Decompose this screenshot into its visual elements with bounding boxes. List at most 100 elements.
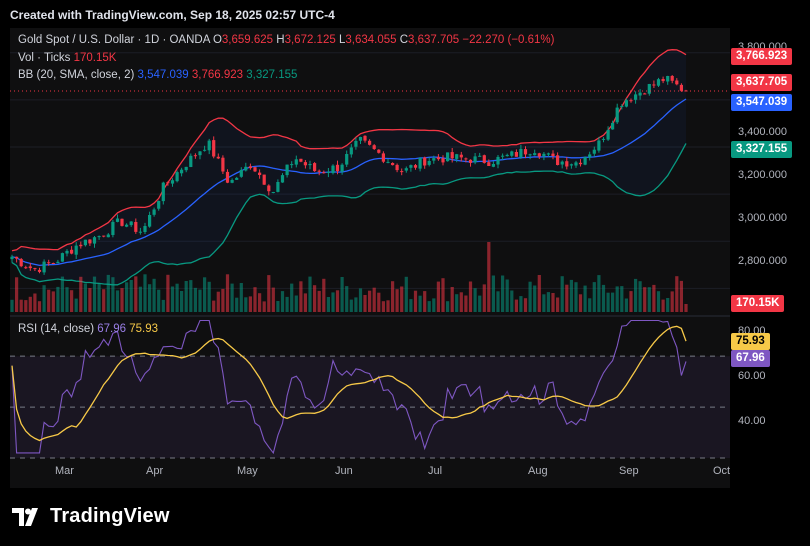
price-tick-2800: 2,800.000 [738, 255, 787, 267]
candle-body [542, 153, 546, 157]
candle-body [634, 94, 638, 100]
basis-tag: 3,547.039 [731, 94, 793, 111]
candle-body [253, 167, 257, 172]
volume-bar [326, 297, 330, 312]
bb-basis-value: 3,547.039 [137, 69, 189, 81]
volume-value: 170.15K [73, 52, 117, 64]
candle-body [51, 263, 55, 264]
candle-body [235, 177, 239, 180]
time-tick-apr: Apr [146, 465, 164, 477]
volume-bar [638, 281, 642, 312]
candle-body [386, 161, 390, 163]
volume-bar [601, 284, 606, 312]
volume-bar [125, 282, 129, 312]
volume-bar [111, 277, 115, 312]
candle-body [88, 239, 92, 244]
upper-band-tag: 3,766.923 [731, 48, 793, 65]
candle-body [166, 182, 170, 184]
candle-body [496, 156, 500, 165]
candle-body [212, 140, 216, 157]
volume-label[interactable]: Vol · Ticks [18, 52, 71, 64]
candle-body [611, 122, 615, 130]
volume-bar [166, 274, 170, 312]
candle-body [473, 156, 477, 163]
bb-label[interactable]: BB (20, SMA, close, 2) [18, 69, 135, 81]
candle-body [230, 180, 234, 183]
candle-body [120, 218, 124, 226]
volume-bar [423, 291, 427, 312]
volume-bar [10, 299, 14, 312]
volume-bar [679, 280, 683, 312]
time-tick-oct: Oct [713, 465, 731, 477]
tradingview-logo[interactable]: TradingView [12, 505, 170, 528]
candle-body [666, 76, 670, 82]
volume-bar [24, 300, 28, 312]
candle-body [482, 155, 486, 163]
chart-canvas[interactable] [10, 28, 730, 488]
volume-bar [565, 284, 569, 312]
volume-bar [56, 286, 60, 312]
volume-bar [620, 286, 624, 312]
change-value: −22.270 (−0.61%) [462, 34, 555, 46]
candle-body [189, 155, 193, 167]
candle-body [615, 107, 619, 123]
rsi-label[interactable]: RSI (14, close) [18, 323, 95, 335]
volume-bar [203, 277, 207, 312]
volume-bar [225, 274, 230, 312]
candle-body [125, 224, 129, 227]
volume-bar [377, 292, 381, 312]
candle-body [184, 166, 188, 171]
candle-body [262, 174, 266, 185]
ohlc-legend: Gold Spot / U.S. Dollar · 1D · OANDA O3,… [18, 34, 555, 46]
close-label: C [399, 34, 409, 46]
symbol-label[interactable]: Gold Spot / U.S. Dollar · 1D · OANDA [18, 34, 210, 46]
volume-bar [478, 295, 482, 312]
volume-bar [372, 287, 376, 312]
chart-area[interactable] [10, 28, 730, 488]
volume-bar [65, 287, 69, 312]
volume-bar [198, 289, 202, 312]
candle-body [267, 185, 271, 192]
candle-body [441, 158, 445, 163]
candle-body [478, 155, 482, 157]
volume-bar [74, 298, 78, 312]
candle-body [583, 157, 587, 165]
rsi-tick-60: 60.00 [738, 370, 766, 382]
volume-bar [134, 276, 138, 312]
candle-body [523, 149, 528, 155]
tradingview-logo-icon [12, 507, 38, 526]
candle-body [244, 166, 248, 171]
volume-bar [441, 278, 445, 312]
candle-body [565, 161, 569, 167]
candle-body [276, 182, 280, 192]
open-label: O [212, 34, 222, 46]
time-tick-may: May [237, 465, 258, 477]
candle-body [102, 235, 106, 237]
candle-body [79, 244, 83, 247]
candle-body [33, 268, 37, 270]
volume-bar [661, 299, 665, 312]
candle-body [404, 168, 408, 171]
candle-body [514, 152, 518, 157]
candle-body [446, 152, 450, 162]
candle-body [450, 152, 454, 159]
bb-upper-line [11, 49, 687, 252]
candle-body [60, 253, 64, 262]
volume-bar [235, 297, 239, 312]
volume-bar [28, 296, 32, 312]
candle-body [560, 161, 564, 165]
volume-bar [19, 299, 23, 312]
rsi-ma-tag: 75.93 [731, 333, 770, 350]
volume-bar [464, 295, 468, 312]
volume-bar [427, 301, 431, 312]
tradingview-logo-text: TradingView [50, 505, 170, 527]
volume-bar [510, 290, 514, 312]
candle-body [643, 93, 647, 95]
volume-bar [643, 287, 647, 312]
candle-body [413, 165, 418, 168]
candle-body [400, 171, 404, 173]
candle-body [180, 169, 184, 174]
volume-bar [335, 290, 340, 312]
candle-body [148, 215, 152, 227]
volume-bar [303, 293, 307, 312]
